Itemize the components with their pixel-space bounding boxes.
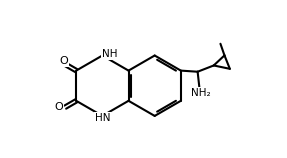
Text: O: O — [55, 102, 63, 112]
Text: HN: HN — [95, 113, 110, 123]
Text: NH₂: NH₂ — [191, 88, 211, 98]
Text: O: O — [60, 56, 69, 66]
Text: NH: NH — [102, 49, 117, 59]
